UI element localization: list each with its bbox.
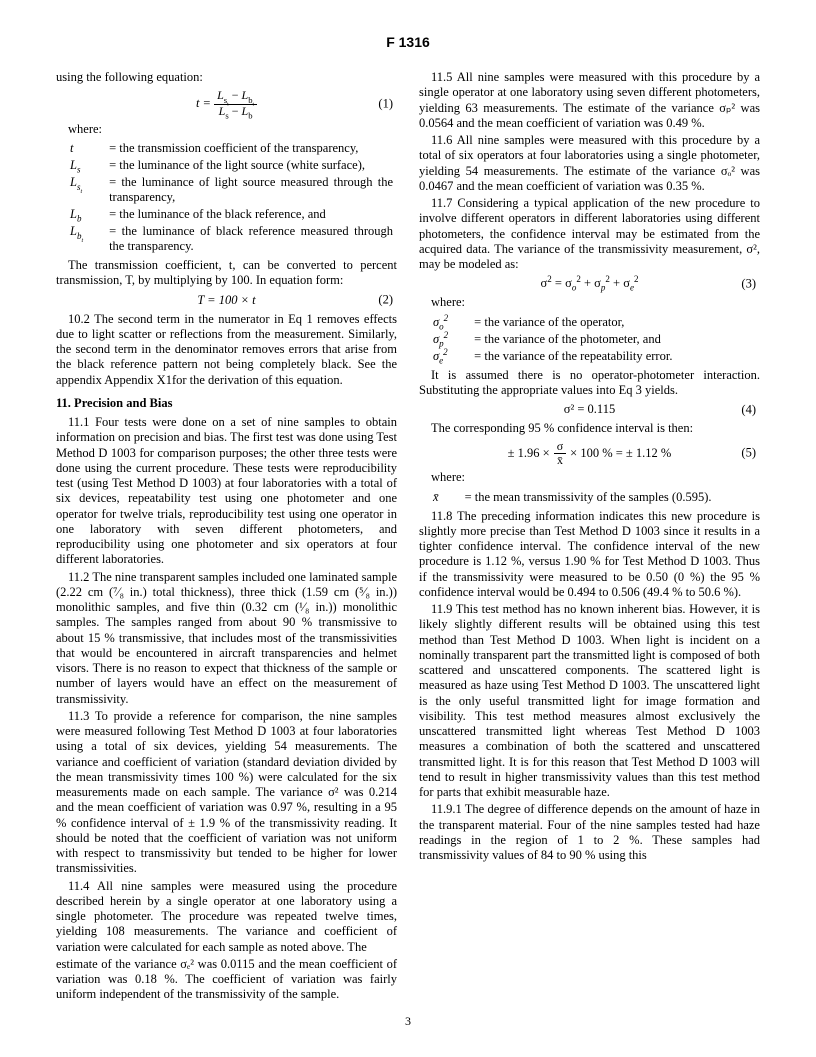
p11-4: 11.4 All nine samples were measured usin… <box>56 879 397 955</box>
p11-8: 11.8 The preceding information indicates… <box>419 509 760 601</box>
p11-9: 11.9 This test method has no known inher… <box>419 602 760 800</box>
p11-9-1: 11.9.1 The degree of difference depends … <box>419 802 760 863</box>
eq3-number: (3) <box>741 276 756 291</box>
body-columns: using the following equation: t = Lst − … <box>56 70 760 1010</box>
eq5-number: (5) <box>741 446 756 461</box>
page-number: 3 <box>56 1014 760 1029</box>
equation-1: t = Lst − Lbt Ls − Lb (1) <box>56 89 397 118</box>
p11-1: 11.1 Four tests were done on a set of ni… <box>56 415 397 568</box>
p11-7: 11.7 Considering a typical application o… <box>419 196 760 272</box>
where-label-2: where: <box>419 295 760 310</box>
t-convert: The transmission coefficient, t, can be … <box>56 258 397 289</box>
where-table-2: σo2= the variance of the operator, σp2= … <box>429 313 676 366</box>
eq4-number: (4) <box>741 402 756 417</box>
equation-2: T = 100 × t (2) <box>56 293 397 308</box>
where-table-1: t= the transmission coefficient of the t… <box>66 139 397 256</box>
assume: It is assumed there is no operator-photo… <box>419 368 760 399</box>
equation-3: σ2 = σo2 + σp2 + σe2 (3) <box>419 276 760 291</box>
equation-4: σ² = 0.115 (4) <box>419 402 760 417</box>
p11-4-cont: estimate of the variance σₑ² was 0.0115 … <box>56 957 397 1003</box>
p11-6: 11.6 All nine samples were measured with… <box>419 133 760 194</box>
where-table-3: x̄= the mean transmissivity of the sampl… <box>429 488 716 507</box>
where-label-1: where: <box>56 122 397 137</box>
p11-3: 11.3 To provide a reference for comparis… <box>56 709 397 877</box>
doc-code: F 1316 <box>386 34 430 50</box>
equation-5: ± 1.96 × σ x̄ × 100 % = ± 1.12 % (5) <box>419 440 760 466</box>
p11-2: 11.2 The nine transparent samples includ… <box>56 570 397 707</box>
p10-2: 10.2 The second term in the numerator in… <box>56 312 397 388</box>
sec11-head: 11. Precision and Bias <box>56 396 397 411</box>
ci-text: The corresponding 95 % confidence interv… <box>419 421 760 436</box>
doc-header: F 1316 <box>56 34 760 50</box>
p11-5: 11.5 All nine samples were measured with… <box>419 70 760 131</box>
eq2-number: (2) <box>378 293 393 308</box>
intro-line: using the following equation: <box>56 70 397 85</box>
eq1-number: (1) <box>378 96 393 111</box>
where-label-3: where: <box>419 470 760 485</box>
